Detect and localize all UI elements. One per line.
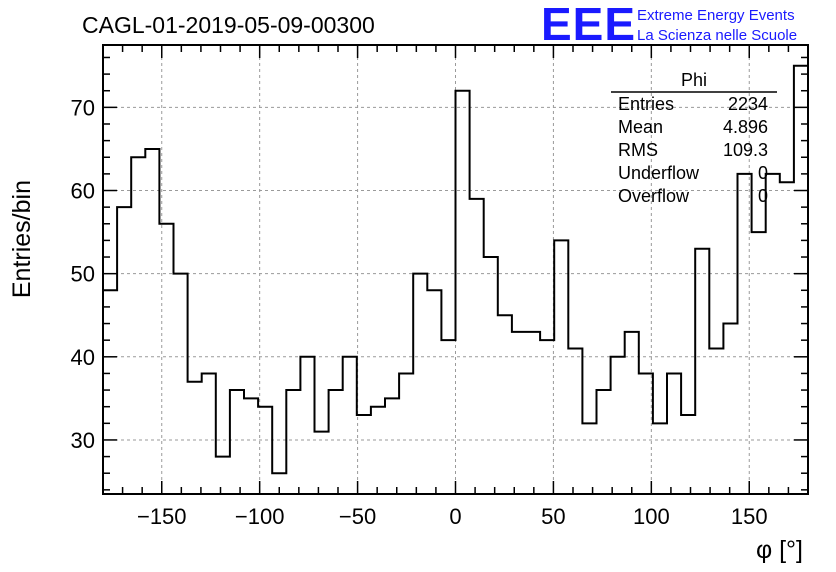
x-tick-labels: −150 −100 −50 0 50 100 150 [137, 504, 768, 529]
stats-value-overflow: 0 [758, 186, 768, 206]
eee-logo-mark: EEE [541, 0, 636, 50]
x-tick-label: 100 [633, 504, 670, 529]
stats-label-overflow: Overflow [618, 186, 690, 206]
stats-box: Phi Entries 2234 Mean 4.896 RMS 109.3 Un… [611, 70, 777, 206]
histogram-series [103, 64, 808, 475]
x-axis-label: φ [°] [756, 536, 803, 564]
logo-line-2: La Scienza nelle Scuole [637, 27, 797, 44]
y-axis-ticks [103, 56, 808, 491]
stats-value-entries: 2234 [728, 94, 768, 114]
y-tick-label: 30 [71, 428, 95, 453]
x-axis-ticks [102, 45, 809, 494]
y-tick-labels: 30 40 50 60 70 [71, 95, 95, 453]
stats-label-entries: Entries [618, 94, 674, 114]
y-tick-label: 70 [71, 95, 95, 120]
stats-value-mean: 4.896 [723, 117, 768, 137]
stats-label-mean: Mean [618, 117, 663, 137]
x-tick-label: −150 [137, 504, 187, 529]
stats-box-title: Phi [681, 70, 707, 90]
stats-value-underflow: 0 [758, 163, 768, 183]
y-tick-label: 50 [71, 262, 95, 287]
x-tick-label: −50 [339, 504, 376, 529]
x-tick-label: −100 [235, 504, 285, 529]
y-axis-label: Entries/bin [8, 180, 36, 298]
logo-line-1: Extreme Energy Events [637, 7, 795, 24]
stats-value-rms: 109.3 [723, 140, 768, 160]
chart-title: CAGL-01-2019-05-09-00300 [82, 12, 375, 38]
x-tick-label: 150 [731, 504, 768, 529]
y-tick-label: 60 [71, 179, 95, 204]
stats-label-underflow: Underflow [618, 163, 700, 183]
eee-logo: EEE Extreme Energy Events La Scienza nel… [541, 0, 797, 50]
x-tick-label: 50 [541, 504, 565, 529]
x-tick-label: 0 [449, 504, 461, 529]
y-tick-label: 40 [71, 345, 95, 370]
stats-label-rms: RMS [618, 140, 658, 160]
